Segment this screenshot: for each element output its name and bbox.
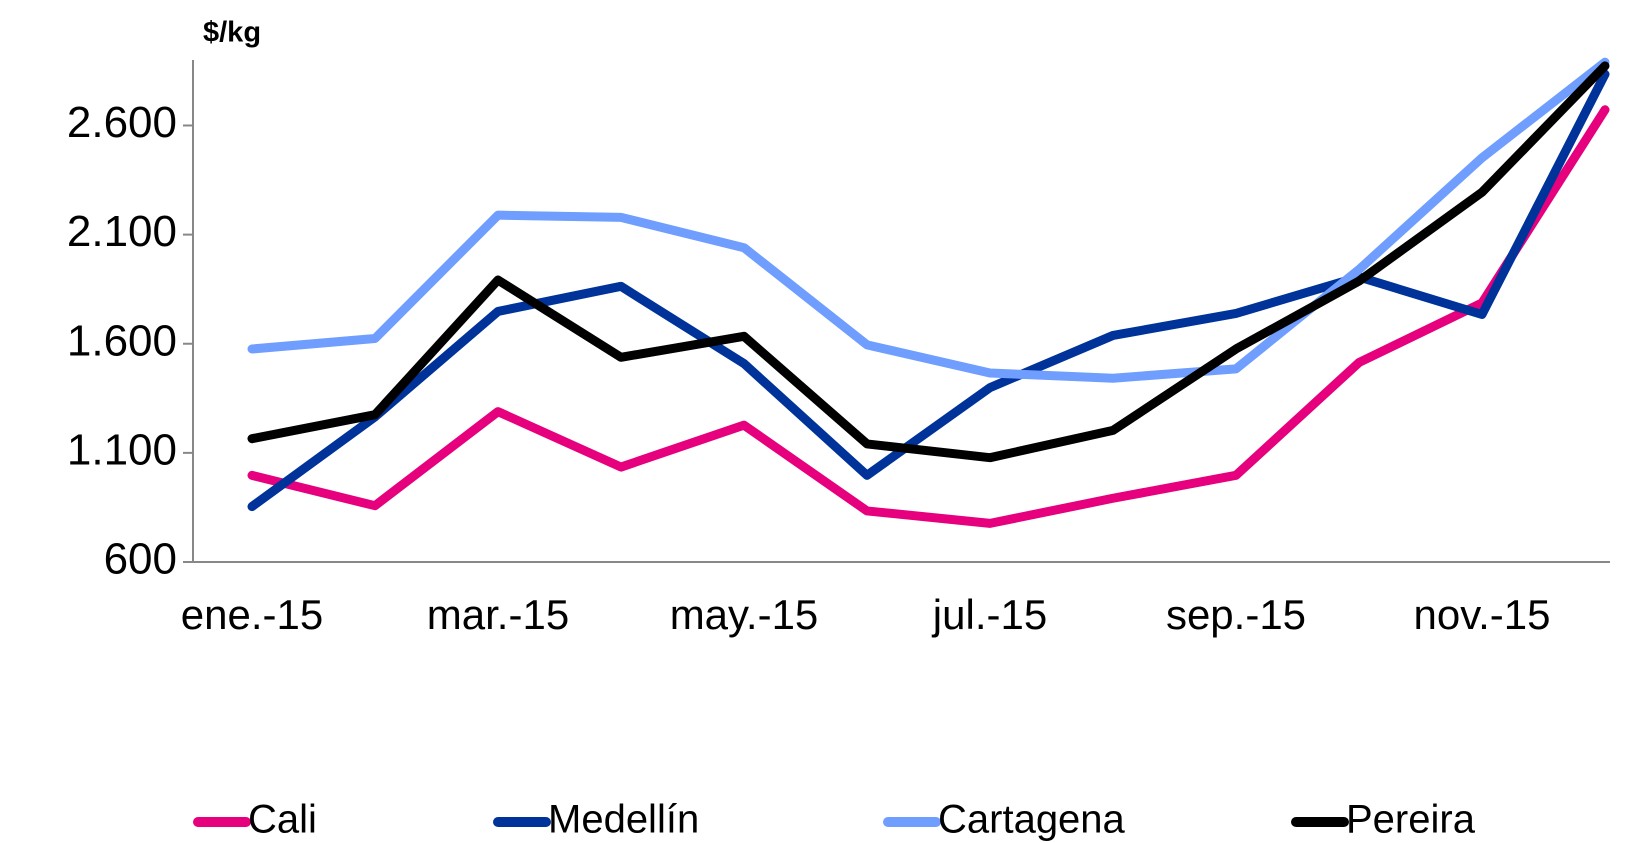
- legend-label: Cartagena: [938, 798, 1126, 842]
- x-tick-label: ene.-15: [181, 591, 323, 638]
- series-line: [247, 69, 1610, 512]
- y-tick-label: 1.600: [67, 316, 177, 365]
- y-tick-label: 2.600: [67, 98, 177, 147]
- series-line: [247, 57, 1610, 383]
- legend-label: Pereira: [1346, 798, 1476, 842]
- x-tick-label: nov.-15: [1414, 591, 1551, 638]
- series-line: [247, 61, 1610, 463]
- y-axis-label: $/kg: [203, 17, 261, 49]
- y-tick-label: 1.100: [67, 425, 177, 474]
- y-tick-label: 2.100: [67, 207, 177, 256]
- x-tick-label: jul.-15: [931, 591, 1047, 638]
- y-tick-label: 600: [104, 535, 177, 584]
- series-line: [247, 105, 1610, 528]
- x-tick-label: sep.-15: [1166, 591, 1306, 638]
- legend-label: Medellín: [548, 798, 699, 842]
- x-tick-label: mar.-15: [427, 591, 569, 638]
- x-tick-label: may.-15: [670, 591, 819, 638]
- legend-label: Cali: [248, 798, 317, 842]
